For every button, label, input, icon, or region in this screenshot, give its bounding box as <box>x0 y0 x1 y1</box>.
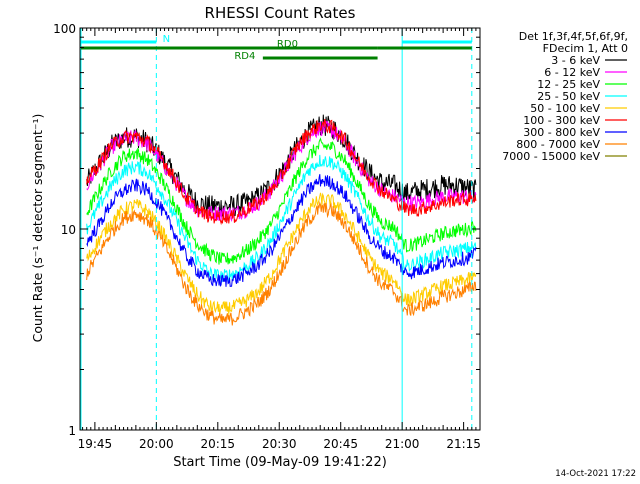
x-tick-label: 20:15 <box>200 437 235 451</box>
legend-label-2: 12 - 25 keV <box>537 78 600 91</box>
footer-date: 14-Oct-2021 17:22 <box>555 469 636 479</box>
chart-title: RHESSI Count Rates <box>205 4 356 22</box>
y-tick-label: 10 <box>61 223 76 237</box>
y-tick-label: 1 <box>68 424 76 438</box>
legend-header-line1: Det 1f,3f,4f,5f,6f,9f, <box>519 30 628 43</box>
x-tick-label: 19:45 <box>78 437 113 451</box>
series-layer <box>86 114 477 326</box>
x-tick-label: 20:45 <box>323 437 358 451</box>
legend-label-1: 6 - 12 keV <box>544 66 600 79</box>
x-axis-label: Start Time (09-May-09 19:41:22) <box>173 455 387 470</box>
x-tick-label: 20:00 <box>139 437 174 451</box>
series-line-2 <box>86 137 477 265</box>
legend-label-5: 100 - 300 keV <box>523 114 600 127</box>
x-tick-label: 20:30 <box>262 437 297 451</box>
series-line-3 <box>86 154 477 283</box>
series-line-7 <box>86 200 477 326</box>
series-line-6 <box>86 174 477 287</box>
axes: 1 10 100 19:45 20:00 20:15 20:30 20:45 21:00 21:1… <box>53 22 481 451</box>
legend-header-line2: FDecim 1, Att 0 <box>543 42 628 55</box>
legend-label-4: 50 - 100 keV <box>530 102 600 115</box>
legend-label-6: 300 - 800 keV <box>523 126 600 139</box>
legend-label-0: 3 - 6 keV <box>551 54 600 67</box>
bar-label-n: N <box>163 34 170 45</box>
legend-label-8: 7000 - 15000 keV <box>502 150 600 163</box>
attenuator-bars: N RD0 RD4 <box>81 34 472 62</box>
legend-label-3: 25 - 50 keV <box>537 90 600 103</box>
legend-label-7: 800 - 7000 keV <box>516 138 600 151</box>
x-tick-label: 21:15 <box>446 437 481 451</box>
x-tick-label: 21:00 <box>385 437 420 451</box>
bar-label-rd0: RD0 <box>277 39 298 50</box>
y-axis-label: Count Rate (s⁻¹ detector segment⁻¹) <box>30 114 45 343</box>
y-tick-label: 100 <box>53 22 76 36</box>
series-line-4 <box>86 192 477 315</box>
series-line-5 <box>86 118 477 226</box>
bar-label-rd4: RD4 <box>234 51 255 62</box>
